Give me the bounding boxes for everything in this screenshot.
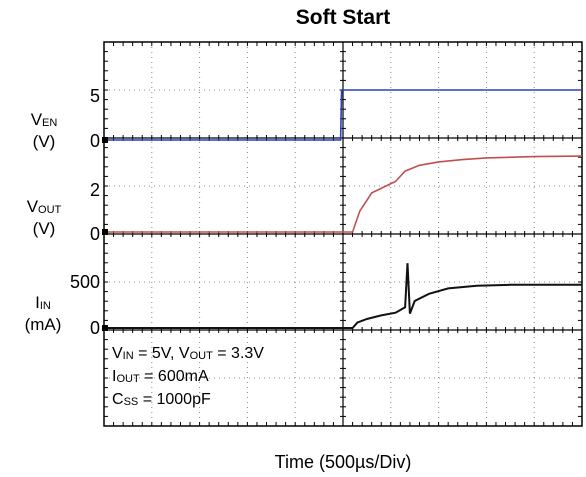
iin-label-main: I (35, 293, 40, 312)
vout-axis-label: VOUT (V) (10, 197, 78, 239)
ven-axis-label: VEN (V) (14, 110, 74, 152)
ground-marker (102, 137, 108, 143)
iout-main: I (112, 368, 117, 385)
x-axis-label: Time (500µs/Div) (274, 452, 412, 472)
vin-value: = 5V, (133, 345, 179, 362)
iin-label-sub: IN (39, 300, 51, 312)
ground-marker (102, 325, 108, 331)
vout-tick-2: 2 (89, 180, 100, 200)
annotation-line-vin-vout: VIN = 5V, VOUT = 3.3V (112, 343, 264, 366)
vout-value: = 3.3V (212, 345, 264, 362)
vout-unit: (V) (32, 219, 56, 238)
vin-sub: IN (122, 350, 134, 362)
iout-value: = 600mA (139, 368, 209, 385)
vin-main: V (112, 345, 123, 362)
iin-tick-500: 500 (69, 272, 100, 292)
ven-label-main: V (30, 110, 43, 129)
ven-tick-5: 5 (89, 86, 100, 106)
vout-label-sub: OUT (38, 204, 62, 216)
iout-sub: OUT (116, 373, 140, 385)
css-sub: SS (123, 396, 139, 408)
iin-tick-0: 0 (89, 318, 100, 338)
ven-tick-0: 0 (89, 131, 100, 151)
ground-marker (102, 229, 108, 235)
vout-main: V (178, 345, 190, 362)
css-value: = 1000pF (138, 391, 211, 408)
css-main: C (112, 391, 124, 408)
ven-label-sub: EN (42, 117, 58, 129)
chart-title: Soft Start (295, 6, 391, 29)
ven-trace (104, 89, 582, 141)
annotation-line-css: CSS = 1000pF (112, 389, 264, 412)
iin-trace (104, 263, 582, 329)
vout-tick-0: 0 (89, 224, 100, 244)
iin-unit: (mA) (24, 315, 62, 334)
vout-label-main: V (26, 197, 39, 216)
annotation-line-iout: IOUT = 600mA (112, 366, 264, 389)
iin-axis-label: IIN (mA) (12, 293, 74, 335)
vout-trace (104, 155, 583, 233)
ven-unit: (V) (32, 132, 56, 151)
conditions-annotation: VIN = 5V, VOUT = 3.3V IOUT = 600mA CSS =… (112, 343, 264, 412)
vout-sub: OUT (189, 350, 213, 362)
